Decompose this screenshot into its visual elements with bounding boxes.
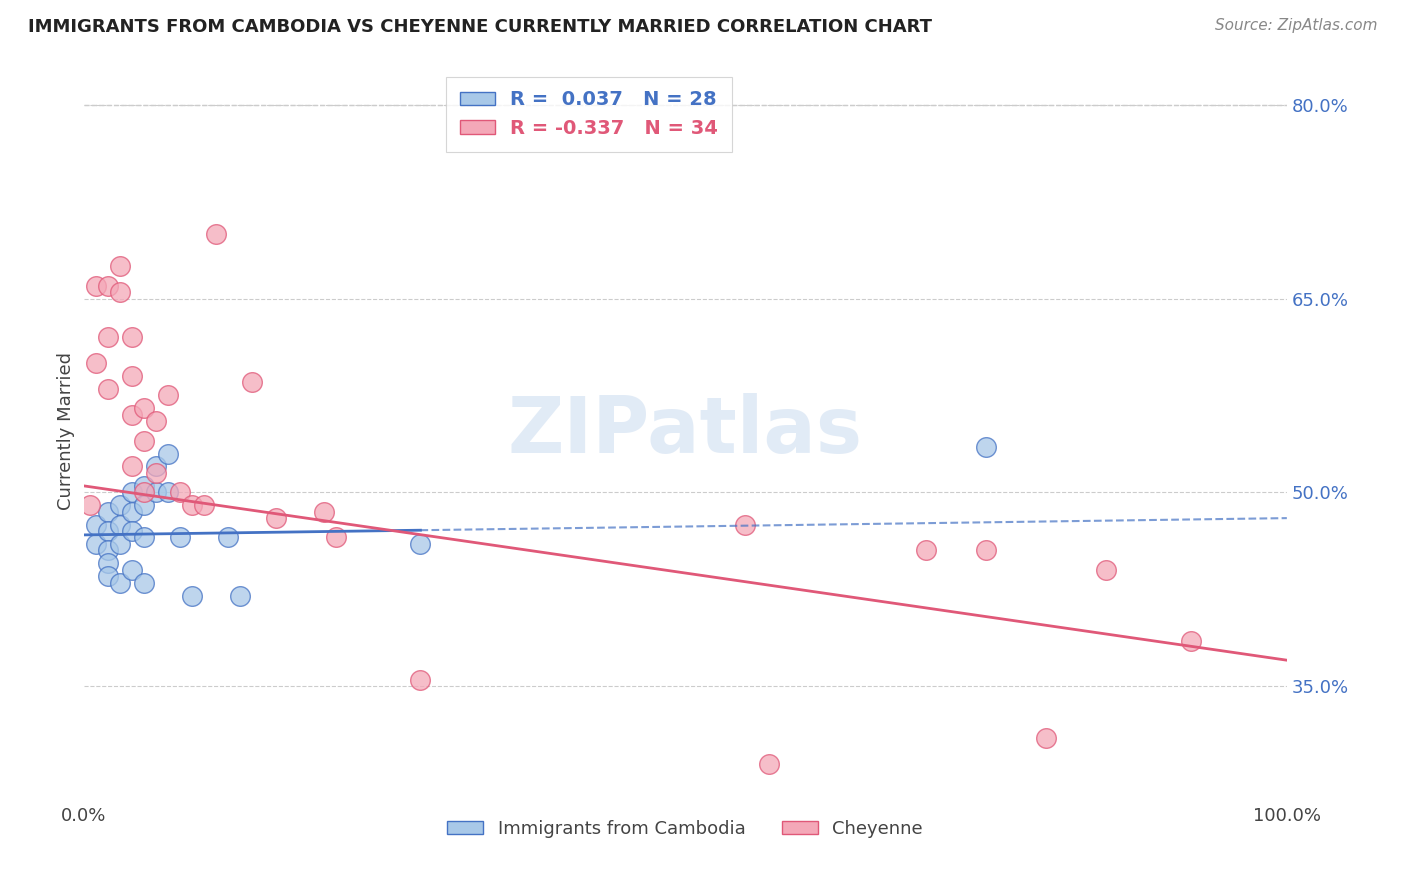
Point [97, 557, 120, 571]
Text: Source: ZipAtlas.com: Source: ZipAtlas.com [1215, 18, 1378, 33]
Point [409, 537, 432, 551]
Point [108, 285, 131, 299]
Point [145, 466, 167, 480]
Point [121, 485, 143, 500]
Point [314, 505, 336, 519]
Legend: Immigrants from Cambodia, Cheyenne: Immigrants from Cambodia, Cheyenne [440, 813, 931, 846]
Point [145, 414, 167, 428]
Point [734, 517, 756, 532]
Point [1180, 633, 1202, 648]
Point [84, 278, 107, 293]
Point [409, 673, 432, 687]
Point [974, 440, 997, 454]
Point [217, 531, 239, 545]
Point [97, 524, 120, 538]
Point [156, 446, 179, 460]
Point [108, 259, 131, 273]
Point [121, 563, 143, 577]
Point [108, 517, 131, 532]
Point [97, 543, 120, 558]
Point [108, 575, 131, 590]
Text: IMMIGRANTS FROM CAMBODIA VS CHEYENNE CURRENTLY MARRIED CORRELATION CHART: IMMIGRANTS FROM CAMBODIA VS CHEYENNE CUR… [28, 18, 932, 36]
Point [132, 434, 155, 448]
Point [132, 575, 155, 590]
Point [132, 401, 155, 416]
Point [156, 388, 179, 402]
Point [84, 517, 107, 532]
Point [132, 479, 155, 493]
Point [325, 531, 347, 545]
Point [758, 756, 780, 771]
Point [180, 498, 202, 512]
Point [79, 498, 101, 512]
Point [97, 382, 120, 396]
Point [84, 537, 107, 551]
Point [156, 485, 179, 500]
Point [132, 485, 155, 500]
Point [240, 376, 263, 390]
Point [108, 537, 131, 551]
Point [1095, 563, 1118, 577]
Point [121, 330, 143, 344]
Point [84, 356, 107, 370]
Point [180, 589, 202, 603]
Point [1035, 731, 1057, 745]
Point [229, 589, 252, 603]
Point [97, 569, 120, 583]
Point [121, 369, 143, 384]
Point [121, 524, 143, 538]
Point [145, 459, 167, 474]
Point [121, 459, 143, 474]
Point [974, 543, 997, 558]
Point [205, 227, 228, 241]
Point [169, 531, 191, 545]
Point [97, 278, 120, 293]
Point [97, 330, 120, 344]
Point [132, 531, 155, 545]
Point [169, 485, 191, 500]
Point [193, 498, 215, 512]
Point [97, 505, 120, 519]
Point [108, 498, 131, 512]
Point [145, 485, 167, 500]
Text: ZIPatlas: ZIPatlas [508, 393, 863, 469]
Y-axis label: Currently Married: Currently Married [58, 352, 75, 510]
Point [264, 511, 287, 525]
Point [914, 543, 936, 558]
Point [132, 498, 155, 512]
Point [121, 408, 143, 422]
Point [121, 505, 143, 519]
